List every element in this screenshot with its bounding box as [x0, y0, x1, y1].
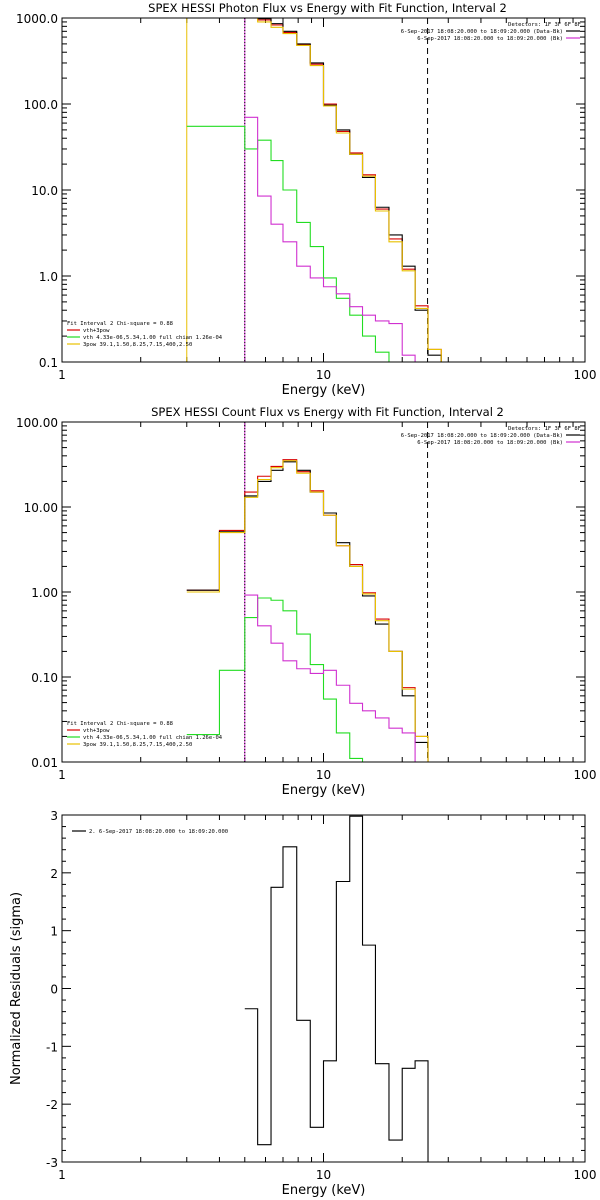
y-tick-label: -3 [46, 1156, 58, 1170]
series-line-bk [244, 594, 429, 762]
y-axis-label: Normalized Residuals (sigma) [9, 892, 24, 1085]
residuals-panel: 1 10 100 -3 -2 -1 0 1 2 3 Energy (keV) Normalized R… [9, 809, 596, 1198]
legend-entry: 3pow 39.1,1.50,8.25,7.15,400,2.50 [83, 342, 192, 348]
y-tick-label: 100.00 [16, 416, 58, 430]
plot-frame [61, 421, 586, 763]
y-tick-label: 3 [50, 809, 58, 823]
photon-flux-panel: SPEX HESSI Photon Flux vs Energy with Fi… [16, 1, 596, 398]
y-tick-label: 1.00 [31, 586, 58, 600]
y-tick-label: -2 [46, 1098, 58, 1112]
series-line-bk [244, 116, 416, 362]
series-line [244, 815, 429, 1162]
y-tick-label: 1.0 [39, 270, 58, 284]
x-tick-label: 1 [58, 768, 66, 782]
x-axis-label: Energy (keV) [282, 783, 366, 798]
legend-entry: 2. 6-Sep-2017 18:08:20.000 to 18:09:20.0… [89, 829, 228, 835]
x-tick-label: 100 [574, 368, 597, 382]
x-axis-label: Energy (keV) [282, 383, 366, 398]
chart-title: SPEX HESSI Photon Flux vs Energy with Fi… [148, 1, 507, 15]
legend-entry: vth 4.33e-06,5.34,1.00 full chian 1.26e-… [83, 735, 223, 741]
x-tick-label: 1 [58, 1168, 66, 1182]
legend-entry: Fit Interval 2 Chi-square = 0.88 [67, 721, 173, 727]
detector-info-text: 6-Sep-2017 18:08:20.000 to 18:09:20.000 … [401, 433, 563, 439]
detector-info-text: 6-Sep-2017 18:08:20.000 to 18:09:20.000 … [417, 440, 563, 446]
detector-info-text: 6-Sep-2017 18:08:20.000 to 18:09:20.000 … [401, 29, 563, 35]
count-flux-panel: SPEX HESSI Count Flux vs Energy with Fit… [16, 405, 596, 798]
detector-info-text: Detectors: 1F 3F 6F 8F [508, 426, 581, 432]
y-tick-label: 100.0 [24, 98, 58, 112]
x-axis-label: Energy (keV) [282, 1183, 366, 1198]
legend-entry: vth 4.33e-06,5.34,1.00 full chian 1.26e-… [83, 335, 223, 341]
x-tick-label: 100 [574, 768, 597, 782]
series-line-vth [186, 597, 364, 762]
y-tick-label: 1000.0 [16, 12, 58, 26]
x-tick-label: 10 [316, 768, 331, 782]
x-tick-label: 100 [574, 1168, 597, 1182]
legend-entry: Fit Interval 2 Chi-square = 0.88 [67, 321, 173, 327]
y-tick-label: 10.00 [24, 501, 58, 515]
plot-frame [61, 17, 586, 363]
detector-info-text: Detectors: 1F 3F 6F 8F [508, 22, 581, 28]
y-tick-label: 0.10 [31, 671, 58, 685]
legend-entry: vth+3pow [83, 328, 110, 334]
chart-title: SPEX HESSI Count Flux vs Energy with Fit… [151, 405, 504, 419]
y-tick-label: -1 [46, 1040, 58, 1054]
y-tick-label: 0.1 [39, 356, 58, 370]
series-line-vth-3pow [186, 18, 455, 362]
series-line-data-bk [186, 18, 455, 362]
legend-entry: vth+3pow [83, 728, 110, 734]
series-line-vth-3pow [186, 459, 442, 762]
x-tick-label: 1 [58, 368, 66, 382]
legend-entry: 3pow 39.1,1.50,8.25,7.15,400,2.50 [83, 742, 192, 748]
series-line-3pow [186, 460, 442, 762]
detector-info-text: 6-Sep-2017 18:08:20.000 to 18:09:20.000 … [417, 36, 563, 42]
series-line-3pow [186, 18, 455, 362]
x-tick-label: 10 [316, 1168, 331, 1182]
y-tick-label: 10.0 [31, 184, 58, 198]
x-tick-label: 10 [316, 368, 331, 382]
y-tick-label: 1 [50, 925, 58, 939]
series-line-data-bk [186, 461, 442, 762]
y-tick-label: 0 [50, 983, 58, 997]
y-tick-label: 2 [50, 867, 58, 881]
y-tick-label: 0.01 [31, 756, 58, 770]
series-line-vth [186, 125, 403, 362]
plot-frame [61, 814, 586, 1163]
